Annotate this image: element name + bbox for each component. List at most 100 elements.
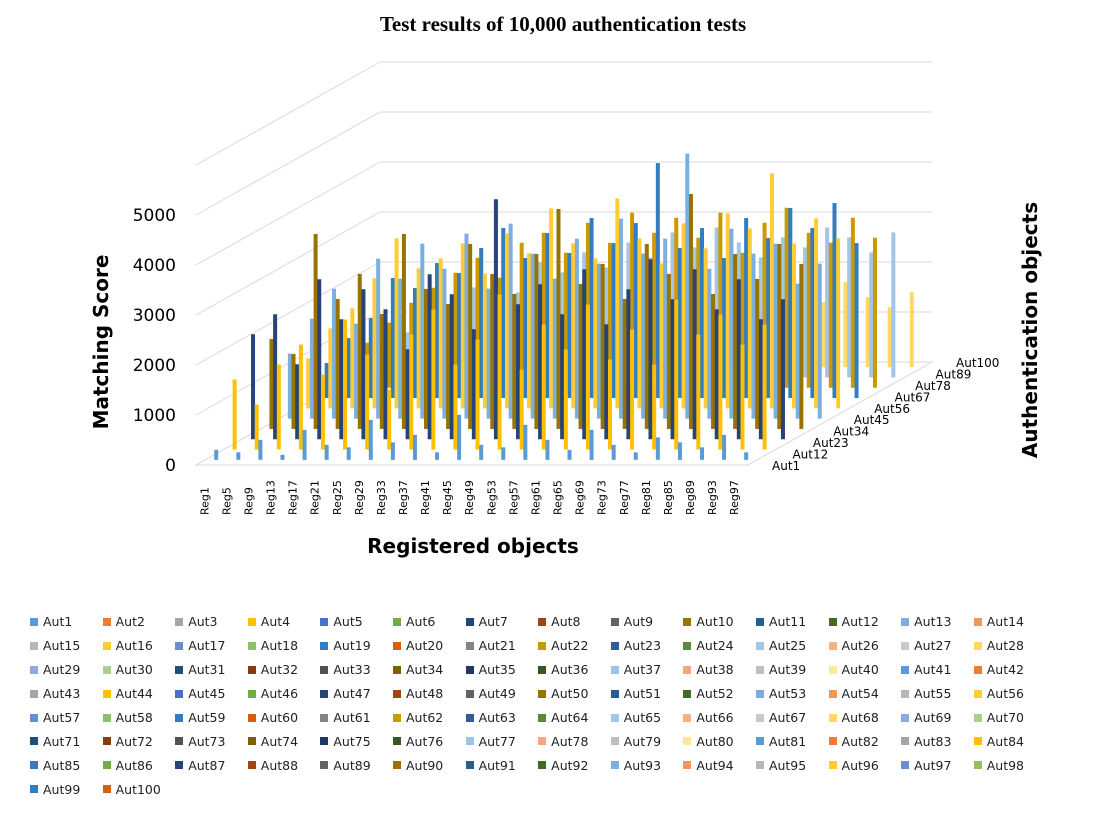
legend-label: Aut70 bbox=[986, 710, 1024, 725]
legend-label: Aut24 bbox=[696, 638, 734, 654]
bar bbox=[865, 297, 870, 368]
grid-line bbox=[195, 111, 381, 216]
bar bbox=[343, 319, 348, 450]
legend-item: Aut4 bbox=[247, 610, 321, 634]
legend-swatch bbox=[610, 737, 619, 746]
bar bbox=[872, 237, 877, 388]
legend-label: Aut60 bbox=[260, 710, 299, 725]
legend-swatch bbox=[102, 617, 111, 626]
legend-swatch bbox=[465, 761, 474, 770]
bar bbox=[560, 314, 565, 440]
bar bbox=[674, 299, 679, 450]
legend-label: Aut77 bbox=[478, 733, 516, 749]
legend-label: Aut96 bbox=[841, 757, 879, 773]
legend-item: Aut70 bbox=[973, 706, 1047, 730]
bar bbox=[729, 228, 734, 419]
bar bbox=[504, 233, 509, 409]
legend-item: Aut94 bbox=[683, 753, 756, 777]
bar bbox=[471, 329, 476, 440]
bar bbox=[464, 233, 469, 419]
legend-label: Aut10 bbox=[696, 614, 734, 630]
bar bbox=[501, 447, 506, 460]
bar bbox=[556, 208, 561, 429]
bar bbox=[677, 248, 682, 399]
x-tick-label: Reg21 bbox=[309, 480, 322, 515]
legend-swatch bbox=[538, 617, 547, 626]
legend-item: Aut74 bbox=[247, 729, 321, 753]
legend-label: Aut48 bbox=[405, 686, 444, 702]
legend-item: Aut93 bbox=[610, 753, 684, 777]
bar bbox=[519, 242, 524, 388]
legend-label: Aut32 bbox=[260, 662, 299, 678]
legend-swatch bbox=[102, 737, 111, 746]
legend-item: Aut57 bbox=[30, 706, 103, 730]
legend-item: Aut6 bbox=[392, 610, 466, 634]
bar bbox=[390, 278, 395, 399]
legend-item: Aut67 bbox=[755, 706, 829, 730]
bar bbox=[608, 242, 612, 388]
bar bbox=[519, 369, 524, 450]
bar bbox=[534, 253, 539, 429]
legend-swatch bbox=[683, 761, 692, 770]
legend-item: Aut89 bbox=[320, 753, 393, 777]
bar bbox=[501, 228, 506, 399]
bar bbox=[806, 232, 811, 388]
legend-swatch bbox=[175, 737, 184, 746]
legend-item: Aut33 bbox=[320, 658, 393, 682]
legend-swatch bbox=[320, 713, 329, 722]
legend-label: Aut2 bbox=[115, 614, 145, 630]
legend-label: Aut79 bbox=[623, 733, 662, 749]
bar bbox=[711, 293, 716, 429]
legend: Aut1 Aut2 Aut3 Aut4 Aut5 Aut6 Aut7 Aut8 Aut9 Aut1… bbox=[30, 610, 1110, 801]
legend-swatch bbox=[30, 665, 38, 674]
legend-label: Aut44 bbox=[115, 686, 153, 702]
bar bbox=[795, 283, 800, 419]
bar bbox=[453, 272, 458, 388]
bar bbox=[703, 248, 708, 409]
legend-swatch bbox=[538, 713, 547, 722]
bar bbox=[677, 442, 682, 460]
legend-label: Aut81 bbox=[768, 733, 807, 749]
legend-label: Aut61 bbox=[333, 710, 371, 725]
legend-label: Aut34 bbox=[405, 662, 444, 678]
legend-swatch bbox=[973, 761, 982, 770]
bar bbox=[269, 338, 274, 429]
bar bbox=[361, 289, 366, 440]
bar bbox=[298, 344, 303, 450]
bar bbox=[659, 263, 664, 409]
bar bbox=[762, 222, 767, 388]
bar bbox=[850, 217, 855, 388]
bar bbox=[644, 243, 649, 429]
bar bbox=[626, 289, 631, 440]
bar bbox=[387, 389, 392, 450]
legend-swatch bbox=[175, 617, 184, 626]
z-tick-label: Aut78 bbox=[915, 379, 951, 393]
bars-group bbox=[214, 153, 914, 460]
x-tick-label: Reg77 bbox=[618, 480, 631, 515]
legend-item: Aut39 bbox=[755, 658, 829, 682]
legend-item: Aut9 bbox=[610, 610, 684, 634]
bar bbox=[585, 304, 590, 450]
legend-swatch bbox=[973, 737, 982, 746]
bar bbox=[652, 232, 657, 388]
bar bbox=[744, 218, 749, 399]
bar bbox=[563, 252, 568, 388]
bar bbox=[431, 309, 436, 450]
bar bbox=[365, 354, 370, 450]
bar bbox=[611, 444, 616, 460]
bar bbox=[619, 218, 624, 419]
legend-swatch bbox=[102, 689, 111, 698]
legend-item: Aut44 bbox=[102, 682, 176, 706]
legend-label: Aut54 bbox=[841, 686, 879, 702]
legend-item: Aut49 bbox=[465, 682, 539, 706]
legend-label: Aut99 bbox=[43, 781, 81, 797]
legend-label: Aut41 bbox=[914, 662, 952, 678]
grid-line bbox=[195, 261, 381, 366]
bar bbox=[372, 278, 377, 409]
legend-swatch bbox=[973, 665, 982, 674]
bar bbox=[630, 329, 635, 450]
legend-swatch bbox=[102, 761, 111, 770]
legend-label: Aut30 bbox=[115, 662, 153, 678]
legend-swatch bbox=[247, 665, 256, 674]
bar bbox=[446, 303, 451, 429]
